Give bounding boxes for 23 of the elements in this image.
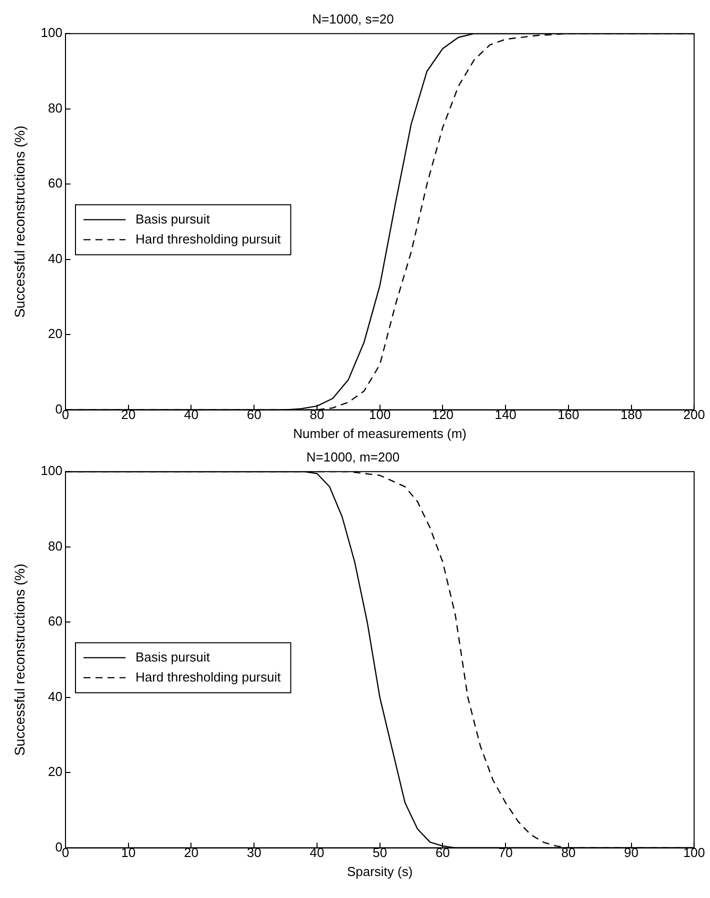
y-tick-label: 100 [40, 25, 62, 40]
y-tick-label: 80 [48, 538, 62, 554]
legend-label: Basis pursuit [135, 649, 210, 664]
x-tick-label: 140 [494, 407, 516, 422]
y-axis-title: Successful reconstructions (%) [11, 564, 28, 756]
y-tick-label: 60 [48, 614, 62, 629]
legend-label: Basis pursuit [135, 211, 210, 226]
y-tick-label: 40 [48, 250, 62, 266]
y-tick-label: 20 [48, 326, 62, 342]
y-axis-title: Successful reconstructions (%) [11, 126, 28, 318]
x-tick-label: 100 [683, 845, 706, 860]
y-tick-label: 20 [48, 764, 62, 780]
x-axis-title: Sparsity (s) [346, 864, 413, 879]
chart-title: N=1000, m=200 [306, 449, 400, 464]
y-tick-label: 100 [40, 463, 62, 478]
chart-title: N=1000, s=20 [312, 11, 394, 26]
y-tick-label: 60 [48, 176, 62, 191]
legend-label: Hard thresholding pursuit [135, 231, 282, 246]
y-tick-label: 40 [48, 688, 62, 704]
x-tick-label: 200 [683, 407, 706, 422]
legend-label: Hard thresholding pursuit [135, 669, 282, 684]
x-axis-title: Number of measurements (m) [293, 426, 467, 441]
y-tick-label: 80 [48, 100, 62, 116]
